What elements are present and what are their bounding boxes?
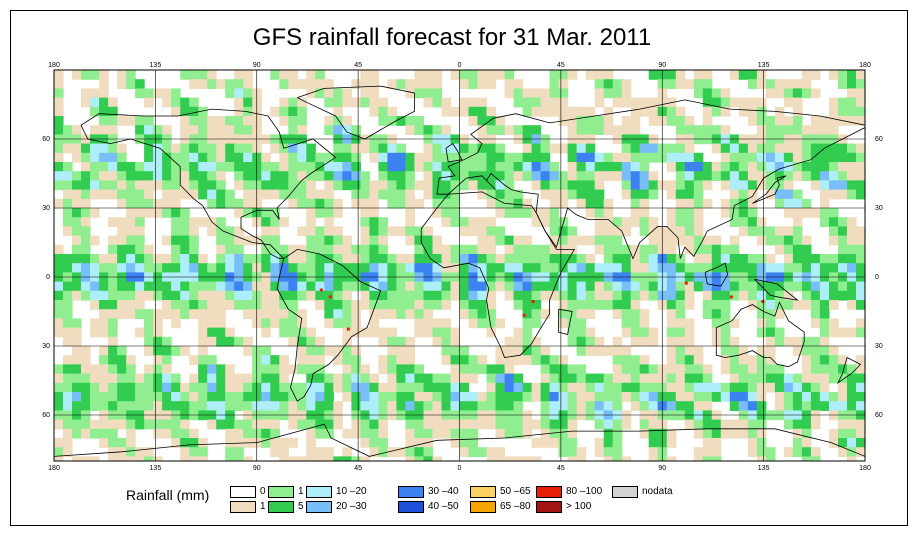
- legend-title: Rainfall (mm): [126, 487, 210, 503]
- lon-tick-label-bottom: 180: [859, 465, 871, 472]
- lat-tick-label-right: 60: [875, 136, 883, 143]
- lon-tick-label-bottom: 180: [48, 465, 60, 472]
- continent-outlines: [54, 85, 865, 457]
- latitude-ticks-right: 60 30 0 30 60: [875, 136, 883, 419]
- lon-tick-label-bottom: 135: [758, 465, 770, 472]
- lon-tick-label-bottom: 90: [253, 465, 261, 472]
- legend-label: 80 –100: [566, 486, 603, 497]
- legend-swatch: [398, 486, 424, 498]
- graticule: [54, 70, 865, 461]
- lon-tick-label-bottom: 45: [354, 465, 362, 472]
- legend-swatch: [398, 501, 424, 513]
- legend-swatch: [230, 486, 256, 498]
- legend-label: nodata: [642, 486, 673, 497]
- lon-tick-label-bottom: 0: [458, 465, 462, 472]
- legend-swatch: [536, 486, 562, 498]
- legend-label: 20 –30: [336, 501, 367, 512]
- lat-tick-label-left: 30: [42, 205, 50, 212]
- lon-tick-label-bottom: 90: [658, 465, 666, 472]
- legend-label: 1: [260, 501, 266, 512]
- lon-tick-label-bottom: 135: [150, 465, 162, 472]
- legend-label: 30 –40: [428, 486, 459, 497]
- legend-label: > 100: [566, 501, 592, 512]
- longitude-ticks-top: 180 135 90 45 0 45 90 135 180: [48, 62, 871, 69]
- lon-tick-label-top: 90: [253, 62, 261, 69]
- legend-label: 0: [260, 486, 266, 497]
- legend-swatch: [268, 501, 294, 513]
- legend-swatch: [306, 501, 332, 513]
- lon-tick-label-top: 180: [859, 62, 871, 69]
- lat-tick-label-right: 30: [875, 343, 883, 350]
- lon-tick-label-top: 45: [354, 62, 362, 69]
- latitude-ticks-left: 60 30 0 30 60: [42, 136, 50, 419]
- lat-tick-label-left: 60: [42, 136, 50, 143]
- legend-swatch: [230, 501, 256, 513]
- lat-tick-label-left: 30: [42, 343, 50, 350]
- lon-tick-label-top: 45: [557, 62, 565, 69]
- lat-tick-label-right: 60: [875, 412, 883, 419]
- lat-tick-label-right: 30: [875, 205, 883, 212]
- legend-label: 10 –20: [336, 486, 367, 497]
- lon-tick-label-top: 135: [150, 62, 162, 69]
- legend-label: 50 –65: [500, 486, 531, 497]
- legend-swatch: [612, 486, 638, 498]
- longitude-ticks-bottom: 180 135 90 45 0 45 90 135 180: [48, 465, 871, 472]
- lat-tick-label-left: 60: [42, 412, 50, 419]
- legend-swatch: [536, 501, 562, 513]
- lon-tick-label-top: 90: [658, 62, 666, 69]
- legend-swatch: [306, 486, 332, 498]
- lon-tick-label-bottom: 45: [557, 465, 565, 472]
- legend-label: 65 –80: [500, 501, 531, 512]
- lon-tick-label-top: 0: [458, 62, 462, 69]
- legend-label: 40 –50: [428, 501, 459, 512]
- legend-swatch: [470, 501, 496, 513]
- lon-tick-label-top: 180: [48, 62, 60, 69]
- lon-tick-label-top: 135: [758, 62, 770, 69]
- map-border: [53, 69, 866, 462]
- legend-swatch: [268, 486, 294, 498]
- legend-swatch: [470, 486, 496, 498]
- lat-tick-label-left: 0: [46, 274, 50, 281]
- map-title: GFS rainfall forecast for 31 Mar. 2011: [252, 24, 652, 51]
- lat-tick-label-right: 0: [875, 274, 879, 281]
